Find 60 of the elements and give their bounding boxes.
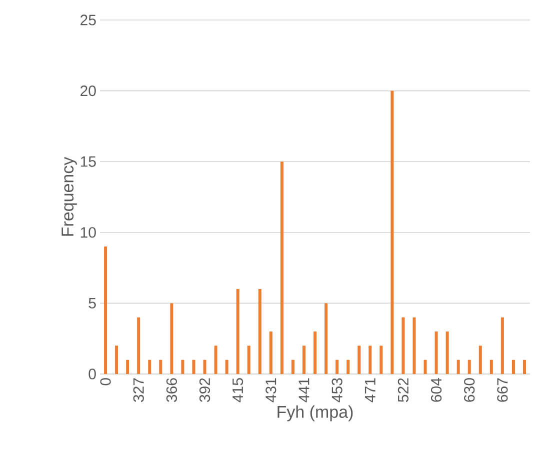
x-tick-label: 392 bbox=[199, 378, 210, 402]
bar bbox=[225, 360, 228, 374]
bar bbox=[159, 360, 162, 374]
bar bbox=[192, 360, 196, 374]
bar bbox=[390, 90, 394, 374]
x-tick-label: 0 bbox=[100, 378, 111, 386]
x-tick-label: 366 bbox=[166, 378, 177, 402]
x-tick-label: 453 bbox=[332, 378, 342, 402]
x-tick-label: 431 bbox=[266, 378, 276, 402]
bar bbox=[358, 346, 361, 374]
bar bbox=[412, 317, 416, 374]
y-axis-title: Frequency bbox=[62, 156, 77, 236]
bar bbox=[500, 317, 504, 374]
bar bbox=[402, 317, 405, 374]
bar bbox=[148, 360, 152, 374]
x-tick-label: 441 bbox=[298, 378, 310, 402]
bar bbox=[181, 360, 184, 374]
y-tick-label: 5 bbox=[88, 298, 96, 308]
y-tick-label: 25 bbox=[80, 14, 96, 26]
y-tick-label: 0 bbox=[88, 368, 96, 380]
y-tick-label: 15 bbox=[80, 156, 96, 167]
bar bbox=[104, 246, 108, 374]
bar bbox=[434, 332, 438, 374]
bar bbox=[522, 360, 526, 374]
bar bbox=[478, 346, 482, 374]
bar bbox=[291, 360, 294, 374]
x-tick-label: 471 bbox=[364, 378, 376, 402]
bar bbox=[203, 360, 206, 374]
bar bbox=[324, 303, 328, 374]
bar bbox=[512, 360, 515, 374]
bar bbox=[126, 360, 130, 374]
bar bbox=[336, 360, 339, 374]
bar bbox=[302, 346, 306, 374]
bar bbox=[269, 332, 272, 374]
bar bbox=[247, 346, 250, 374]
x-tick-label: 630 bbox=[464, 378, 475, 402]
bar bbox=[456, 360, 460, 374]
y-tick-label: 20 bbox=[80, 85, 96, 96]
bar bbox=[280, 162, 284, 374]
bar bbox=[258, 289, 262, 374]
bar bbox=[115, 346, 118, 374]
x-axis-title: Fyh (mpa) bbox=[278, 405, 353, 422]
bar bbox=[170, 303, 174, 374]
bar bbox=[137, 317, 140, 374]
bar bbox=[368, 346, 372, 374]
x-tick-label: 667 bbox=[497, 378, 508, 402]
y-tick-label: 10 bbox=[80, 227, 96, 238]
x-tick-label: 522 bbox=[398, 378, 409, 402]
bar bbox=[380, 346, 383, 374]
bar bbox=[446, 332, 449, 374]
x-tick-label: 604 bbox=[430, 378, 442, 402]
bar bbox=[214, 346, 218, 374]
x-tick-label: 415 bbox=[232, 378, 244, 402]
bar bbox=[468, 360, 471, 374]
bar bbox=[236, 289, 240, 374]
bar bbox=[314, 332, 316, 374]
x-tick-label: 327 bbox=[133, 378, 144, 402]
bar bbox=[424, 360, 427, 374]
bar bbox=[490, 360, 493, 374]
bar bbox=[346, 360, 350, 374]
